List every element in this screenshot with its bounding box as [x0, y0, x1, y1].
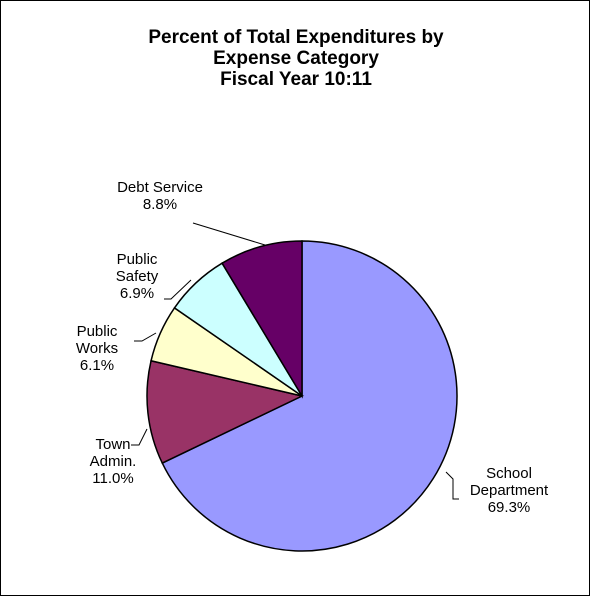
slice-label-3: Public Safety 6.9%: [116, 251, 159, 302]
slice-name-3-line-0: Public: [117, 251, 158, 268]
slice-name-1-line-0: Town: [95, 436, 130, 453]
chart-title-line-1: Percent of Total Expenditures by: [148, 27, 444, 48]
pie-slice-0: [161, 240, 458, 552]
pie-slice-4: [221, 240, 303, 399]
slice-label-4: Debt Service 8.8%: [117, 179, 203, 213]
chart-title-line-3: Fiscal Year 10:11: [220, 69, 372, 90]
slice-name-2-line-0: Public: [77, 323, 118, 340]
slice-label-2: Public Works 6.1%: [76, 323, 118, 374]
leader-line-2: [134, 332, 157, 342]
pie-slice-1: [146, 359, 305, 465]
slice-label-0: School Department 69.3%: [470, 465, 549, 516]
slice-percent-3: 6.9%: [120, 285, 154, 302]
slice-percent-2: 6.1%: [80, 357, 114, 374]
slice-name-0-line-0: School: [486, 465, 532, 482]
leader-line-4: [192, 222, 266, 246]
chart-title-line-2: Expense Category: [213, 48, 379, 69]
leader-line-3: [164, 279, 192, 300]
slice-name-1-line-1: Admin.: [90, 453, 137, 470]
chart-title: Percent of Total Expenditures by Expense…: [1, 27, 590, 90]
slice-name-0-line-1: Department: [470, 482, 549, 499]
slice-label-1: Town Admin. 11.0%: [90, 436, 137, 487]
slice-percent-0: 69.3%: [488, 499, 531, 516]
slice-name-3-line-1: Safety: [116, 268, 159, 285]
leader-line-0: [445, 471, 459, 500]
slice-name-4-line-0: Debt Service: [117, 179, 203, 196]
slice-percent-4: 8.8%: [143, 196, 177, 213]
leader-line-1: [131, 428, 148, 446]
slice-percent-1: 11.0%: [92, 470, 133, 487]
slice-name-2-line-1: Works: [76, 340, 118, 357]
